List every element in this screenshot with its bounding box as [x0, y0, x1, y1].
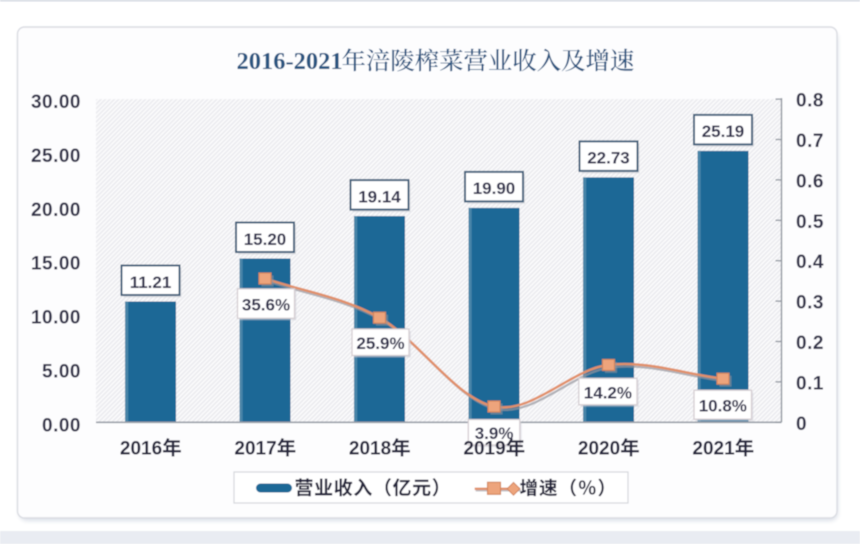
svg-text:25.19: 25.19: [702, 122, 745, 141]
svg-text:2018: 2018: [349, 439, 391, 460]
svg-text:0.3: 0.3: [796, 293, 824, 314]
svg-text:0.6: 0.6: [796, 171, 824, 192]
svg-text:25.9%: 25.9%: [356, 334, 404, 353]
svg-text:2016: 2016: [120, 439, 162, 460]
svg-text:2017: 2017: [234, 439, 276, 460]
svg-text:10.00: 10.00: [31, 308, 81, 329]
svg-text:35.6%: 35.6%: [242, 296, 290, 315]
svg-text:0.00: 0.00: [42, 415, 81, 436]
svg-text:2021: 2021: [692, 439, 735, 460]
svg-text:14.2%: 14.2%: [584, 384, 632, 403]
svg-text:0.4: 0.4: [796, 252, 824, 273]
svg-text:0.5: 0.5: [796, 212, 824, 233]
svg-text:5.00: 5.00: [42, 361, 81, 382]
svg-text:30.00: 30.00: [31, 92, 81, 113]
svg-text:0.2: 0.2: [796, 333, 824, 354]
svg-text:19.14: 19.14: [358, 187, 401, 206]
svg-text:20.00: 20.00: [31, 200, 81, 221]
svg-text:0.7: 0.7: [796, 131, 824, 152]
svg-text:15.20: 15.20: [244, 230, 287, 249]
svg-text:15.00: 15.00: [31, 254, 81, 275]
svg-text:0: 0: [796, 414, 807, 435]
svg-text:2020: 2020: [578, 439, 620, 460]
svg-text:2019: 2019: [463, 439, 505, 460]
svg-text:0.8: 0.8: [796, 91, 824, 112]
svg-text:19.90: 19.90: [473, 179, 516, 198]
svg-text:3.9%: 3.9%: [475, 424, 514, 443]
svg-text:11.21: 11.21: [130, 273, 172, 292]
svg-text:25.00: 25.00: [31, 146, 81, 167]
svg-text:10.8%: 10.8%: [699, 397, 747, 416]
svg-text:22.73: 22.73: [587, 149, 630, 168]
svg-text:2016-2021: 2016-2021: [237, 48, 343, 75]
svg-text:0.1: 0.1: [796, 373, 824, 394]
